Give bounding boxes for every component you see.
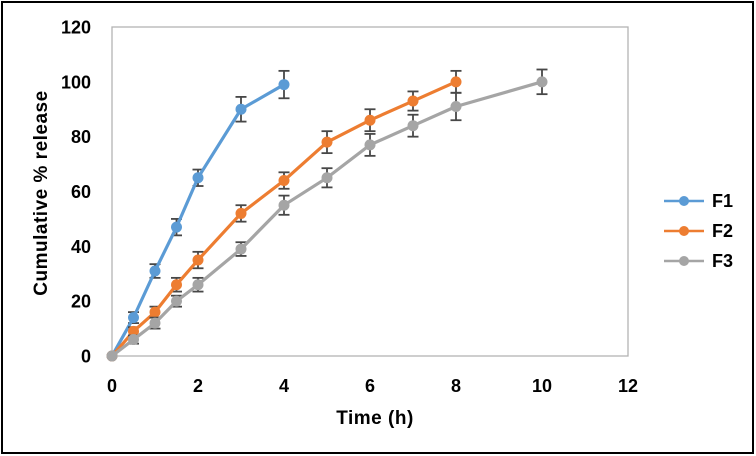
x-tick-label: 4 <box>279 376 289 396</box>
data-point-F3 <box>407 120 419 132</box>
data-point-F2 <box>450 76 462 88</box>
legend-key-F3 <box>664 256 704 266</box>
legend-marker-icon <box>679 256 689 266</box>
y-tick-label: 60 <box>71 182 91 202</box>
data-point-F1 <box>235 103 247 115</box>
legend-item-F1: F1 <box>663 186 733 216</box>
data-point-F2 <box>192 254 204 266</box>
legend-key-F2 <box>664 226 704 236</box>
data-point-F2 <box>278 175 290 187</box>
y-tick-label: 80 <box>71 127 91 147</box>
data-point-F3 <box>278 199 290 211</box>
y-tick-label: 20 <box>71 292 91 312</box>
data-point-F1 <box>192 172 204 184</box>
data-point-F3 <box>149 317 161 329</box>
y-tick-label: 40 <box>71 237 91 257</box>
data-point-F3 <box>171 295 182 307</box>
data-point-F2 <box>364 114 376 126</box>
y-axis-title: Cumulative % release <box>31 90 52 296</box>
y-tick-label: 0 <box>81 347 91 367</box>
legend-label-F2: F2 <box>712 220 734 241</box>
data-point-F3 <box>106 350 118 362</box>
x-axis-title: Time (h) <box>336 408 414 429</box>
x-tick-label: 10 <box>532 376 552 396</box>
data-point-F2 <box>149 306 161 318</box>
series-F1 <box>106 69 290 362</box>
data-point-F2 <box>128 325 139 337</box>
data-point-F3 <box>192 279 204 291</box>
x-tick-label: 6 <box>365 376 375 396</box>
x-tick-label: 12 <box>618 376 638 396</box>
legend-label-F1: F1 <box>712 190 734 211</box>
x-tick-label: 2 <box>193 376 203 396</box>
legend: F1 F2 F3 <box>663 186 733 276</box>
x-tick-label: 0 <box>107 376 117 396</box>
data-point-F3 <box>450 101 462 113</box>
y-tick-label: 100 <box>61 72 91 92</box>
legend-marker-icon <box>679 196 689 206</box>
legend-item-F3: F3 <box>663 246 733 276</box>
legend-marker-icon <box>679 226 689 236</box>
data-point-F3 <box>536 76 548 88</box>
data-point-F3 <box>128 334 139 346</box>
data-point-F2 <box>171 279 182 291</box>
chart-canvas: 0 20 40 60 80 100 120 0 2 4 6 8 10 12 <box>61 18 638 397</box>
x-tick-label: 8 <box>451 376 461 396</box>
data-point-F2 <box>235 207 247 219</box>
data-point-F1 <box>171 221 182 233</box>
data-point-F3 <box>235 243 247 255</box>
data-point-F1 <box>278 79 290 91</box>
data-point-F2 <box>321 136 333 148</box>
plot-area-border <box>111 26 629 357</box>
data-point-F1 <box>128 312 139 324</box>
data-point-F3 <box>364 139 376 151</box>
legend-item-F2: F2 <box>663 216 733 246</box>
y-tick-label: 120 <box>61 18 91 38</box>
series-F3 <box>106 68 548 362</box>
legend-key-F1 <box>664 196 704 206</box>
legend-label-F3: F3 <box>712 250 734 271</box>
data-point-F3 <box>321 172 333 184</box>
data-point-F2 <box>407 95 419 107</box>
data-point-F1 <box>149 265 161 277</box>
